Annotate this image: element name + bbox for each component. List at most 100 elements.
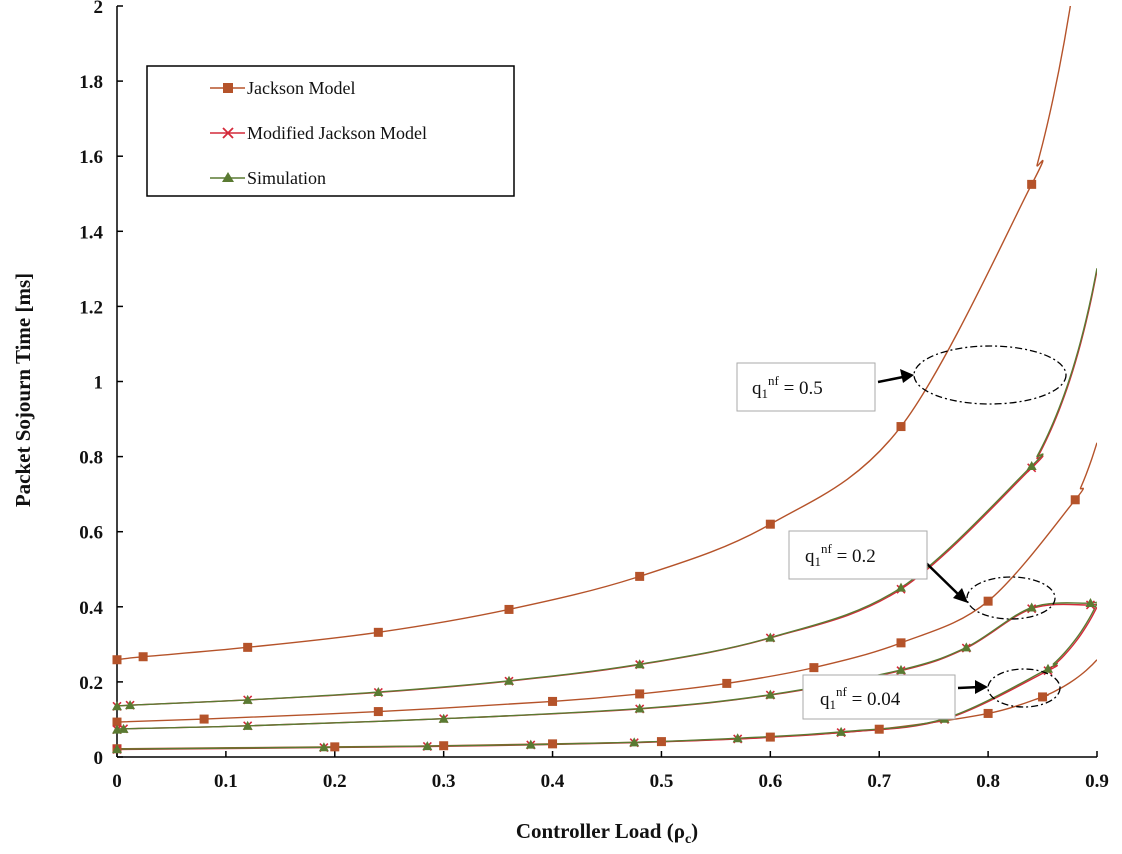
legend-marker-modified-jackson [222,127,234,139]
y-tick-label: 0 [94,748,104,769]
x-tick-label: 0.9 [1085,771,1109,792]
point-simulation [765,632,776,642]
legend-item-simulation: Simulation [210,168,326,188]
y-tick-label: 0.4 [79,598,103,619]
annotation-ellipse-05 [913,345,1067,405]
y-tick-label: 2 [94,0,104,18]
point-jackson-model [656,737,666,747]
point-simulation [896,582,906,592]
annotation-05: q1nf = 0.5 [736,345,1067,412]
x-tick-label: 0.6 [758,771,782,792]
legend-label-modified-jackson: Modified Jackson Model [247,123,427,143]
x-tick-label: 0.8 [976,771,1000,792]
legend: Jackson Model Modified Jackson Model Sim… [146,65,515,197]
annotation-label-004: q1nf = 0.04 [820,684,901,712]
series-line-jackson-model [117,6,1072,661]
point-simulation [318,742,329,752]
point-jackson-model [765,732,775,742]
x-axis-title: Controller Load (ρc) [516,819,698,847]
point-simulation [836,726,847,736]
y-axis-ticks: 0 0.2 0.4 0.6 0.8 1 1.2 1.4 1.6 1.8 2 [79,0,123,769]
x-tick-label: 0.2 [323,771,347,792]
point-jackson-model [1027,179,1037,189]
point-jackson-model [243,642,253,652]
point-jackson-model [373,627,383,637]
point-simulation [118,723,129,733]
point-simulation [373,687,384,697]
y-tick-label: 1.2 [79,297,103,318]
point-simulation [125,700,136,710]
point-simulation [242,720,253,730]
point-simulation [1026,460,1037,470]
annotation-arrowhead-02 [953,588,968,603]
x-axis-title-subscript: c [685,832,691,847]
point-jackson-model [504,604,514,614]
x-tick-label: 0.1 [214,771,238,792]
x-tick-label: 0.5 [650,771,674,792]
annotation-arrowhead-05 [900,369,914,383]
point-jackson-model [635,571,645,581]
point-jackson-model [330,742,340,752]
point-simulation [1043,663,1053,673]
point-jackson-model [722,678,732,688]
x-axis-ticks: 0 0.1 0.2 0.3 0.4 0.5 0.6 0.7 0.8 0.9 [112,751,1109,792]
point-simulation [438,713,449,723]
point-simulation [112,744,122,754]
point-jackson-model [809,663,819,673]
series-markers [112,179,1096,755]
point-simulation [242,694,253,704]
point-simulation [422,741,433,751]
y-axis-title: Packet Sojourn Time [ms] [11,273,35,507]
point-simulation [112,701,122,711]
y-tick-label: 0.8 [79,448,103,469]
point-simulation [1085,598,1096,608]
y-tick-label: 1.6 [79,147,103,168]
point-jackson-model [896,422,906,432]
legend-item-modified-jackson: Modified Jackson Model [210,123,427,143]
annotation-box-004 [802,674,956,720]
legend-item-jackson: Jackson Model [210,78,355,98]
point-jackson-model [548,696,558,706]
annotation-ellipse-004 [987,668,1061,708]
annotation-label-02: q1nf = 0.2 [805,541,876,569]
point-jackson-model [439,741,449,751]
y-tick-label: 0.6 [79,523,103,544]
legend-label-jackson: Jackson Model [247,78,355,98]
point-jackson-model [373,707,383,717]
point-jackson-model [874,724,884,734]
y-tick-label: 0.2 [79,673,103,694]
legend-marker-simulation [222,172,234,182]
point-simulation [634,703,645,713]
point-jackson-model [765,519,775,529]
annotation-label-05: q1nf = 0.5 [752,373,823,401]
legend-label-simulation: Simulation [247,168,326,188]
point-simulation [961,642,972,652]
x-tick-label: 0.4 [541,771,565,792]
annotation-004: q1nf = 0.04 [802,668,1061,720]
x-tick-label: 0.3 [432,771,456,792]
y-tick-label: 1 [94,373,104,394]
annotation-box-05 [736,362,876,412]
point-jackson-model [199,714,209,724]
point-simulation [896,664,906,674]
point-jackson-model [983,708,993,718]
point-jackson-model [635,689,645,699]
legend-box [146,65,515,197]
point-simulation [765,689,776,699]
x-tick-label: 0.7 [867,771,891,792]
point-simulation [732,733,743,743]
point-simulation [1026,602,1037,612]
x-tick-label: 0 [112,771,122,792]
point-jackson-model [896,638,906,648]
annotation-box-02 [788,530,928,580]
legend-marker-jackson [223,83,233,93]
point-jackson-model [1038,692,1048,702]
point-jackson-model [112,655,122,665]
point-simulation [629,737,640,747]
point-simulation [634,659,645,669]
point-jackson-model [548,739,558,749]
x-axis-title-tail: ) [691,819,698,843]
point-jackson-model [983,596,993,606]
point-simulation [525,739,536,749]
